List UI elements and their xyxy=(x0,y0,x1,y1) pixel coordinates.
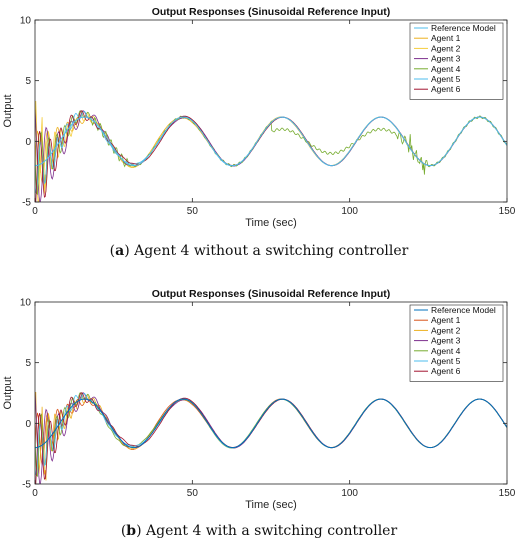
legend-entry: Agent 6 xyxy=(431,84,461,94)
axes-box xyxy=(34,301,508,485)
legend-entry: Agent 3 xyxy=(431,336,461,346)
x-tick-label: 0 xyxy=(32,488,38,499)
x-tick-label: 150 xyxy=(499,206,516,217)
legend-box xyxy=(409,304,504,382)
x-tick-label: 50 xyxy=(187,206,199,217)
y-tick-label: 5 xyxy=(25,358,31,369)
y-axis-label: Output xyxy=(2,94,14,127)
chart-title: Output Responses (Sinusoidal Reference I… xyxy=(152,6,391,18)
legend-entry: Agent 5 xyxy=(431,356,461,366)
legend-entry: Agent 2 xyxy=(431,325,461,335)
y-tick-label: 0 xyxy=(25,137,31,148)
caption-a-label: a xyxy=(115,243,125,259)
x-tick-label: 0 xyxy=(32,206,38,217)
y-tick-label: 0 xyxy=(25,419,31,430)
legend-entry: Agent 2 xyxy=(431,43,461,53)
legend-entry: Agent 5 xyxy=(431,74,461,84)
y-tick-label: 5 xyxy=(25,76,31,87)
legend-entry: Reference Model xyxy=(431,23,496,33)
series-line-reference-model xyxy=(35,398,507,449)
caption-b-label: b xyxy=(126,523,137,539)
legend-entry: Agent 4 xyxy=(431,346,461,356)
y-tick-label: 10 xyxy=(20,298,32,309)
x-tick-label: 150 xyxy=(499,488,516,499)
legend-entry: Agent 1 xyxy=(431,315,461,325)
legend-entry: Agent 4 xyxy=(431,64,461,74)
series-line-reference-model xyxy=(35,116,507,167)
caption-a: (a) Agent 4 without a switching controll… xyxy=(109,243,409,259)
series-line-agent-4 xyxy=(35,110,507,195)
chart-panel-b: 0 50 100 150 -5 0 5 10 Output Responses (Sinusoi… xyxy=(0,282,518,514)
x-tick-label: 50 xyxy=(187,488,199,499)
caption-b-text: Agent 4 with a switching controller xyxy=(146,523,398,539)
legend-box xyxy=(409,22,504,100)
chart-title: Output Responses (Sinusoidal Reference I… xyxy=(152,288,391,300)
chart-panel-a: 0 50 100 150 -5 0 5 10 Output Responses (Sinusoi… xyxy=(0,0,518,232)
y-tick-label: -5 xyxy=(22,198,31,209)
y-axis-label: Output xyxy=(2,376,14,409)
y-tick-label: -5 xyxy=(22,480,31,491)
x-axis-label: Time (sec) xyxy=(245,217,297,229)
axes-box xyxy=(34,19,508,203)
caption-a-text: Agent 4 without a switching controller xyxy=(134,243,409,259)
legend-entry: Agent 3 xyxy=(431,54,461,64)
y-tick-label: 10 xyxy=(20,16,32,27)
x-axis-label: Time (sec) xyxy=(245,499,297,511)
legend-entry: Agent 6 xyxy=(431,366,461,376)
legend-entry: Reference Model xyxy=(431,305,496,315)
caption-b: (b) Agent 4 with a switching controller xyxy=(120,523,398,539)
x-tick-label: 100 xyxy=(341,488,358,499)
legend-entry: Agent 1 xyxy=(431,33,461,43)
x-tick-label: 100 xyxy=(341,206,358,217)
